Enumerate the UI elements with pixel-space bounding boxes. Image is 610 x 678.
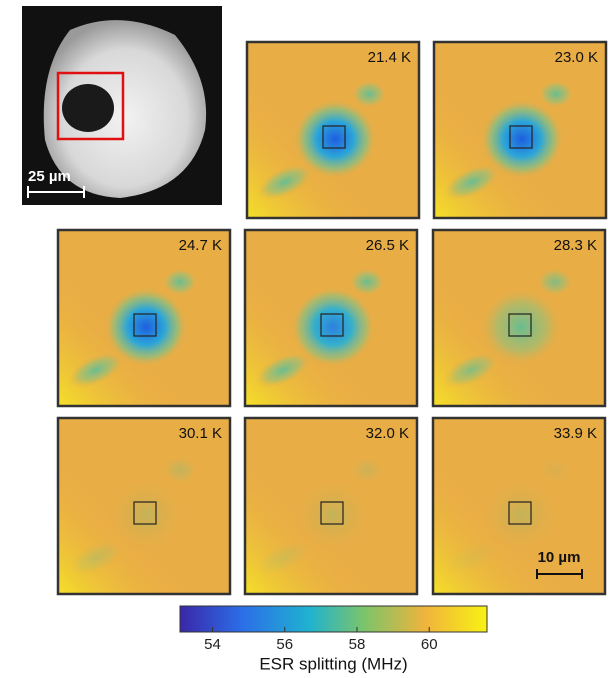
temperature-label: 24.7 K — [179, 237, 222, 254]
temperature-label: 23.0 K — [555, 49, 598, 66]
colorbar-tick-label: 56 — [276, 636, 293, 653]
overview-image: 25 µm — [22, 6, 222, 205]
colorbar — [180, 606, 487, 632]
temperature-label: 21.4 K — [368, 49, 411, 66]
scale-bar-label: 25 µm — [28, 168, 71, 185]
blob — [538, 80, 574, 108]
map-panel: 23.0 K — [434, 42, 606, 218]
map-panel: 21.4 K — [247, 42, 419, 218]
map-panel: 32.0 K — [245, 418, 417, 594]
temperature-label: 33.9 K — [554, 425, 597, 442]
temperature-label: 30.1 K — [179, 425, 222, 442]
figure: 25 µm 21.4 K 23.0 K 24.7 K 26.5 K 28.3 K 30.1… — [0, 0, 610, 678]
blob — [162, 268, 198, 296]
blob — [351, 80, 387, 108]
blob — [537, 456, 573, 484]
blob — [537, 268, 573, 296]
map-panel: 26.5 K — [245, 230, 417, 406]
colorbar-label: ESR splitting (MHz) — [259, 654, 407, 673]
scale-bar-label: 10 µm — [538, 549, 581, 566]
blob — [349, 268, 385, 296]
temperature-label: 28.3 K — [554, 237, 597, 254]
temperature-label: 32.0 K — [366, 425, 409, 442]
colorbar-tick-label: 54 — [204, 636, 221, 653]
temperature-label: 26.5 K — [366, 237, 409, 254]
colorbar-tick-label: 60 — [421, 636, 438, 653]
blob — [349, 456, 385, 484]
colorbar-tick-label: 58 — [349, 636, 366, 653]
map-panel: 30.1 K — [58, 418, 230, 594]
map-panel: 28.3 K — [433, 230, 605, 406]
blob — [162, 456, 198, 484]
map-panel: 33.9 K — [433, 418, 605, 594]
map-panel: 24.7 K — [58, 230, 230, 406]
